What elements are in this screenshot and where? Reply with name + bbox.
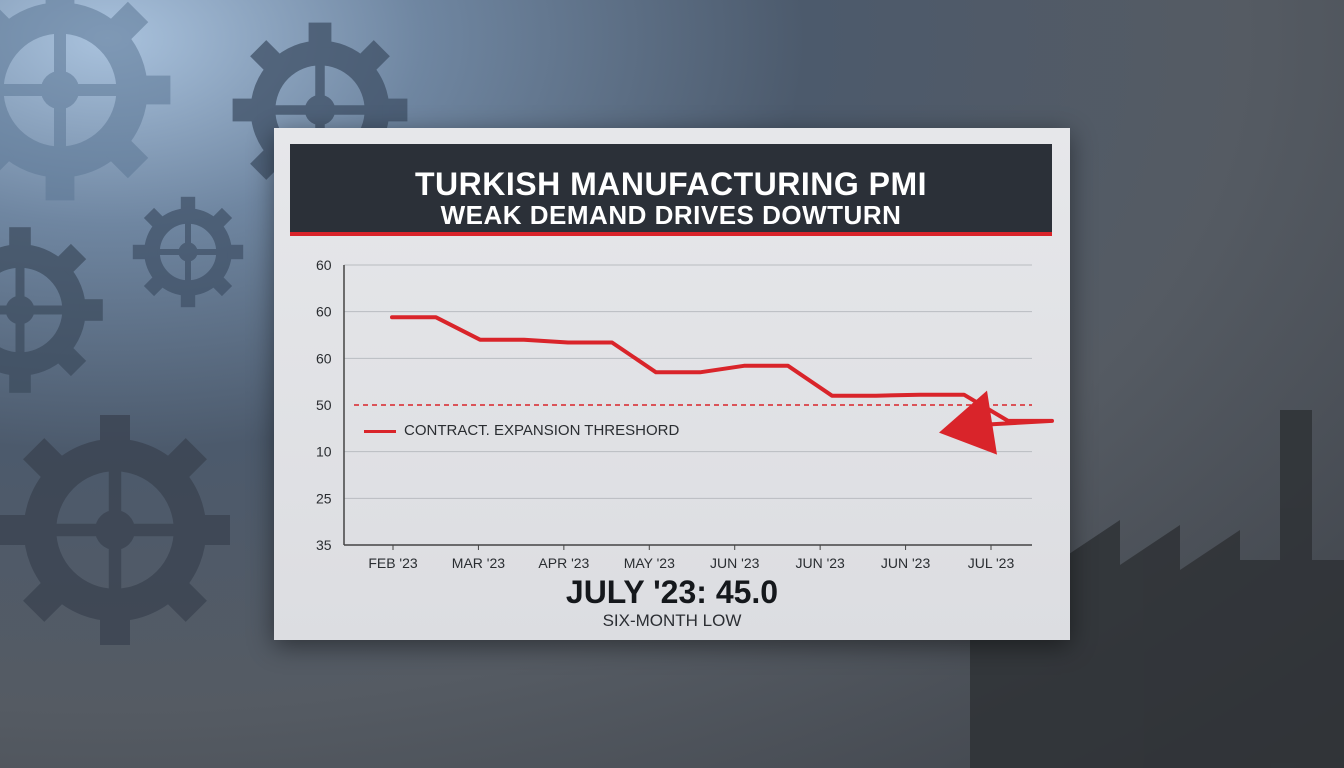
x-tick-label: JUN '23 [881,555,931,571]
gear-icon [133,197,243,307]
data-point [654,370,658,374]
pmi-line-chart: 60 60 60 50 10 25 35 FEB '23 MAR '23 APR '23 MAY '… [316,257,1054,571]
callout-headline: JULY '23: 45.0 [565,574,779,610]
y-tick-label: 60 [316,350,332,366]
x-tick-label: MAY '23 [624,555,675,571]
y-tick-label: 60 [316,304,332,320]
trend-arrow-icon [939,390,997,455]
y-tick-label: 10 [316,444,332,460]
x-tick-label: JUN '23 [710,555,760,571]
legend-label: CONTRACT. EXPANSION THRESHORD [404,422,680,439]
chart-subtitle: WEAK DEMAND DRIVES DOWTURN [440,200,902,230]
data-point [390,315,394,319]
data-point [1006,419,1010,423]
data-point [742,364,746,368]
gear-icon [0,227,103,393]
x-tick-label: JUN '23 [795,555,845,571]
chart-card: TURKISH MANUFACTURING PMI WEAK DEMAND DR… [274,128,1070,640]
x-tick-label: MAR '23 [452,555,505,571]
legend-swatch [364,430,396,433]
data-point [830,394,834,398]
x-tick-label: FEB '23 [368,555,418,571]
gear-icon [0,0,170,200]
x-tick-label: JUL '23 [968,555,1015,571]
y-tick-label: 50 [316,397,332,413]
chart-title: TURKISH MANUFACTURING PMI [414,166,928,202]
pmi-series-line [390,315,1054,428]
data-point [918,393,922,397]
y-tick-label: 25 [316,490,332,506]
callout-subtext: SIX-MONTH LOW [602,611,742,630]
data-point [478,338,482,342]
x-tick-label: APR '23 [538,555,589,571]
data-point [566,340,570,344]
y-tick-label: 35 [316,537,332,553]
y-tick-label: 60 [316,257,332,273]
gear-icon [0,415,230,645]
title-banner: TURKISH MANUFACTURING PMI WEAK DEMAND DR… [290,144,1052,236]
